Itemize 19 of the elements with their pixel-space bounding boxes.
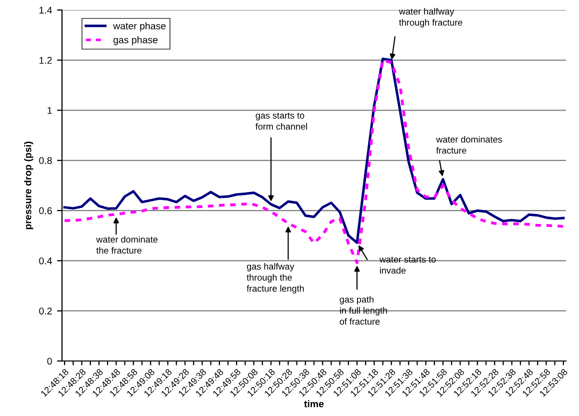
legend-label: gas phase (114, 36, 158, 46)
y-tick-label: 1.2 (40, 56, 52, 64)
x-axis-title: time (304, 400, 324, 408)
annotation: gas starts to form channel (256, 112, 307, 130)
y-tick-label: 0.6 (39, 207, 52, 214)
y-tick-label: 1 (48, 107, 52, 114)
annotation: water dominate the fracture (96, 236, 158, 254)
y-tick-label: 0.4 (39, 257, 52, 264)
y-axis-title: pressure drop (psi) (24, 142, 34, 230)
annotation: water starts to invade (379, 256, 436, 274)
legend-label: water phase (113, 22, 166, 32)
y-tick-label: 0.2 (39, 308, 52, 314)
annotation: gas halfway through the fracture length (246, 263, 304, 294)
y-tick-label: 0 (47, 358, 52, 365)
annotation: water halfway through fracture (398, 8, 462, 28)
y-tick-label: 1.4 (40, 6, 52, 14)
y-tick-label: 0.8 (39, 157, 52, 164)
annotation: water dominates fracture (436, 136, 502, 154)
annotation: gas path in full length of fracture (340, 296, 387, 325)
